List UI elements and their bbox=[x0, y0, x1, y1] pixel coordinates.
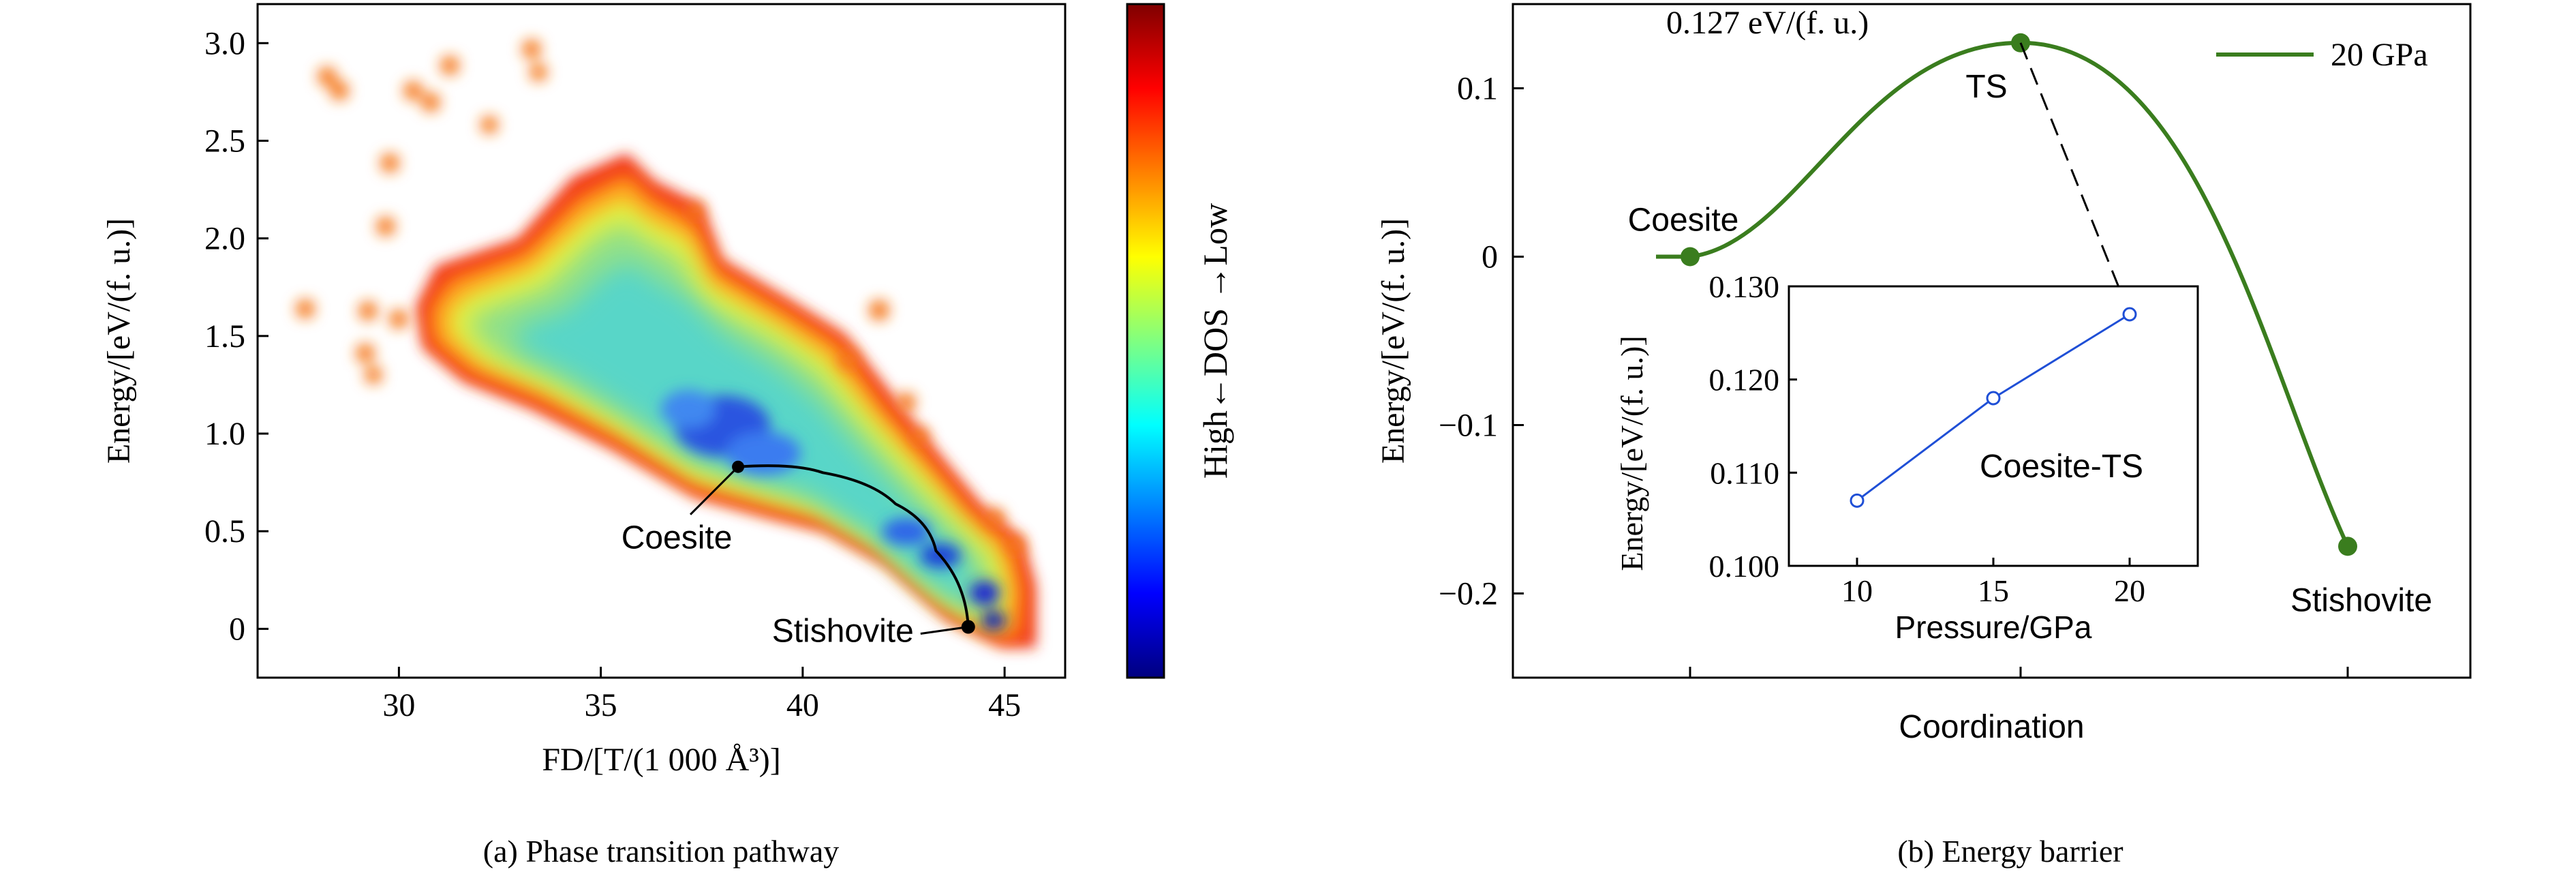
y-axis-label: Energy/[eV/(f. u.)] bbox=[1375, 218, 1411, 464]
y-tick-label: 1.5 bbox=[204, 318, 245, 355]
x-axis-label: Coordination bbox=[1899, 709, 2084, 745]
inset-x-axis-label: Pressure/GPa bbox=[1895, 609, 2092, 645]
pathway-curve bbox=[737, 464, 970, 627]
inset-point bbox=[1850, 493, 1865, 508]
colorbar: High←DOS →Low bbox=[1126, 3, 1234, 679]
y-axis-label: Energy/[eV/(f. u.)] bbox=[101, 218, 137, 464]
y-tick-label: 2.5 bbox=[204, 123, 245, 159]
inset-y-tick-label: 0.100 bbox=[1709, 549, 1780, 584]
inset-x-tick-label: 15 bbox=[1978, 573, 2009, 608]
density-islands bbox=[296, 40, 1025, 555]
panel-b: −0.2 −0.1 0 0.1 Coordination Energy/[eV/(f. u… bbox=[1375, 3, 2472, 869]
coesite-pointer bbox=[690, 466, 739, 515]
panel-b-caption: (b) Energy barrier bbox=[1897, 834, 2123, 869]
ts-leader-line bbox=[2019, 42, 2131, 315]
x-tick-label: 35 bbox=[585, 687, 617, 723]
y-tick-label: 3.0 bbox=[204, 25, 245, 61]
stishovite-pointer bbox=[920, 626, 969, 635]
panel-b-frame bbox=[1512, 3, 2472, 679]
colorbar-frame bbox=[1126, 3, 1165, 679]
stishovite-label: Stishovite bbox=[772, 614, 914, 650]
x-tick-label: 45 bbox=[988, 687, 1021, 723]
coesite-label: Coesite bbox=[1628, 202, 1739, 239]
inset-y-tick-label: 0.120 bbox=[1709, 363, 1780, 397]
energy-point-stishovite bbox=[2338, 537, 2357, 556]
colorbar-label: High←DOS →Low bbox=[1196, 203, 1234, 479]
legend: 20 GPa bbox=[2216, 37, 2428, 73]
y-tick-label: 2.0 bbox=[204, 221, 245, 257]
inset-point bbox=[2122, 307, 2137, 322]
y-tick-label: 0 bbox=[1482, 239, 1498, 275]
coesite-label: Coesite bbox=[622, 520, 733, 556]
inset-frame bbox=[1788, 285, 2199, 567]
inset-x-tick-label: 10 bbox=[1841, 573, 1873, 608]
ts-label: TS bbox=[1965, 69, 2007, 105]
panel-a-caption: (a) Phase transition pathway bbox=[483, 834, 839, 869]
colorbar-fill bbox=[1127, 4, 1164, 678]
y-tick-label: −0.2 bbox=[1439, 576, 1498, 612]
y-tick-label: 0.5 bbox=[204, 513, 245, 549]
inset-series-label: Coesite-TS bbox=[1980, 449, 2143, 485]
panel-a: 30 35 40 45 0 0.5 1.0 1.5 2.0 2.5 3.0 FD/[T/(1 000 … bbox=[101, 3, 1067, 869]
x-axis-label: FD/[T/(1 000 Å³)] bbox=[542, 742, 780, 778]
inset-x-tick-label: 20 bbox=[2114, 573, 2145, 608]
stishovite-label: Stishovite bbox=[2290, 582, 2432, 618]
y-tick-label: 0 bbox=[229, 611, 245, 647]
energy-curve bbox=[1656, 40, 2350, 547]
inset-y-tick-label: 0.130 bbox=[1709, 269, 1780, 304]
energy-point-coesite bbox=[1681, 247, 1700, 267]
inset-y-tick-label: 0.110 bbox=[1710, 455, 1779, 490]
density-low-blue-patches bbox=[661, 390, 1006, 630]
panel-a-frame bbox=[256, 3, 1067, 679]
y-tick-label: −0.1 bbox=[1439, 408, 1498, 444]
legend-entry: 20 GPa bbox=[2331, 37, 2428, 73]
x-tick-label: 30 bbox=[382, 687, 415, 723]
inset-y-axis-label: Energy/[eV/(f. u.)] bbox=[1614, 335, 1649, 571]
y-tick-label: 0.1 bbox=[1457, 71, 1498, 107]
y-tick-label: 1.0 bbox=[204, 416, 245, 452]
energy-point-ts bbox=[2011, 33, 2030, 52]
inset-point bbox=[1986, 391, 2001, 406]
inset: 10 15 20 0.100 0.110 0.120 0.130 Pressure/GPa En… bbox=[1614, 269, 2199, 645]
barrier-annotation: 0.127 eV/(f. u.) bbox=[1666, 5, 1869, 41]
x-tick-label: 40 bbox=[786, 687, 819, 723]
heatmap-density bbox=[296, 40, 1036, 648]
